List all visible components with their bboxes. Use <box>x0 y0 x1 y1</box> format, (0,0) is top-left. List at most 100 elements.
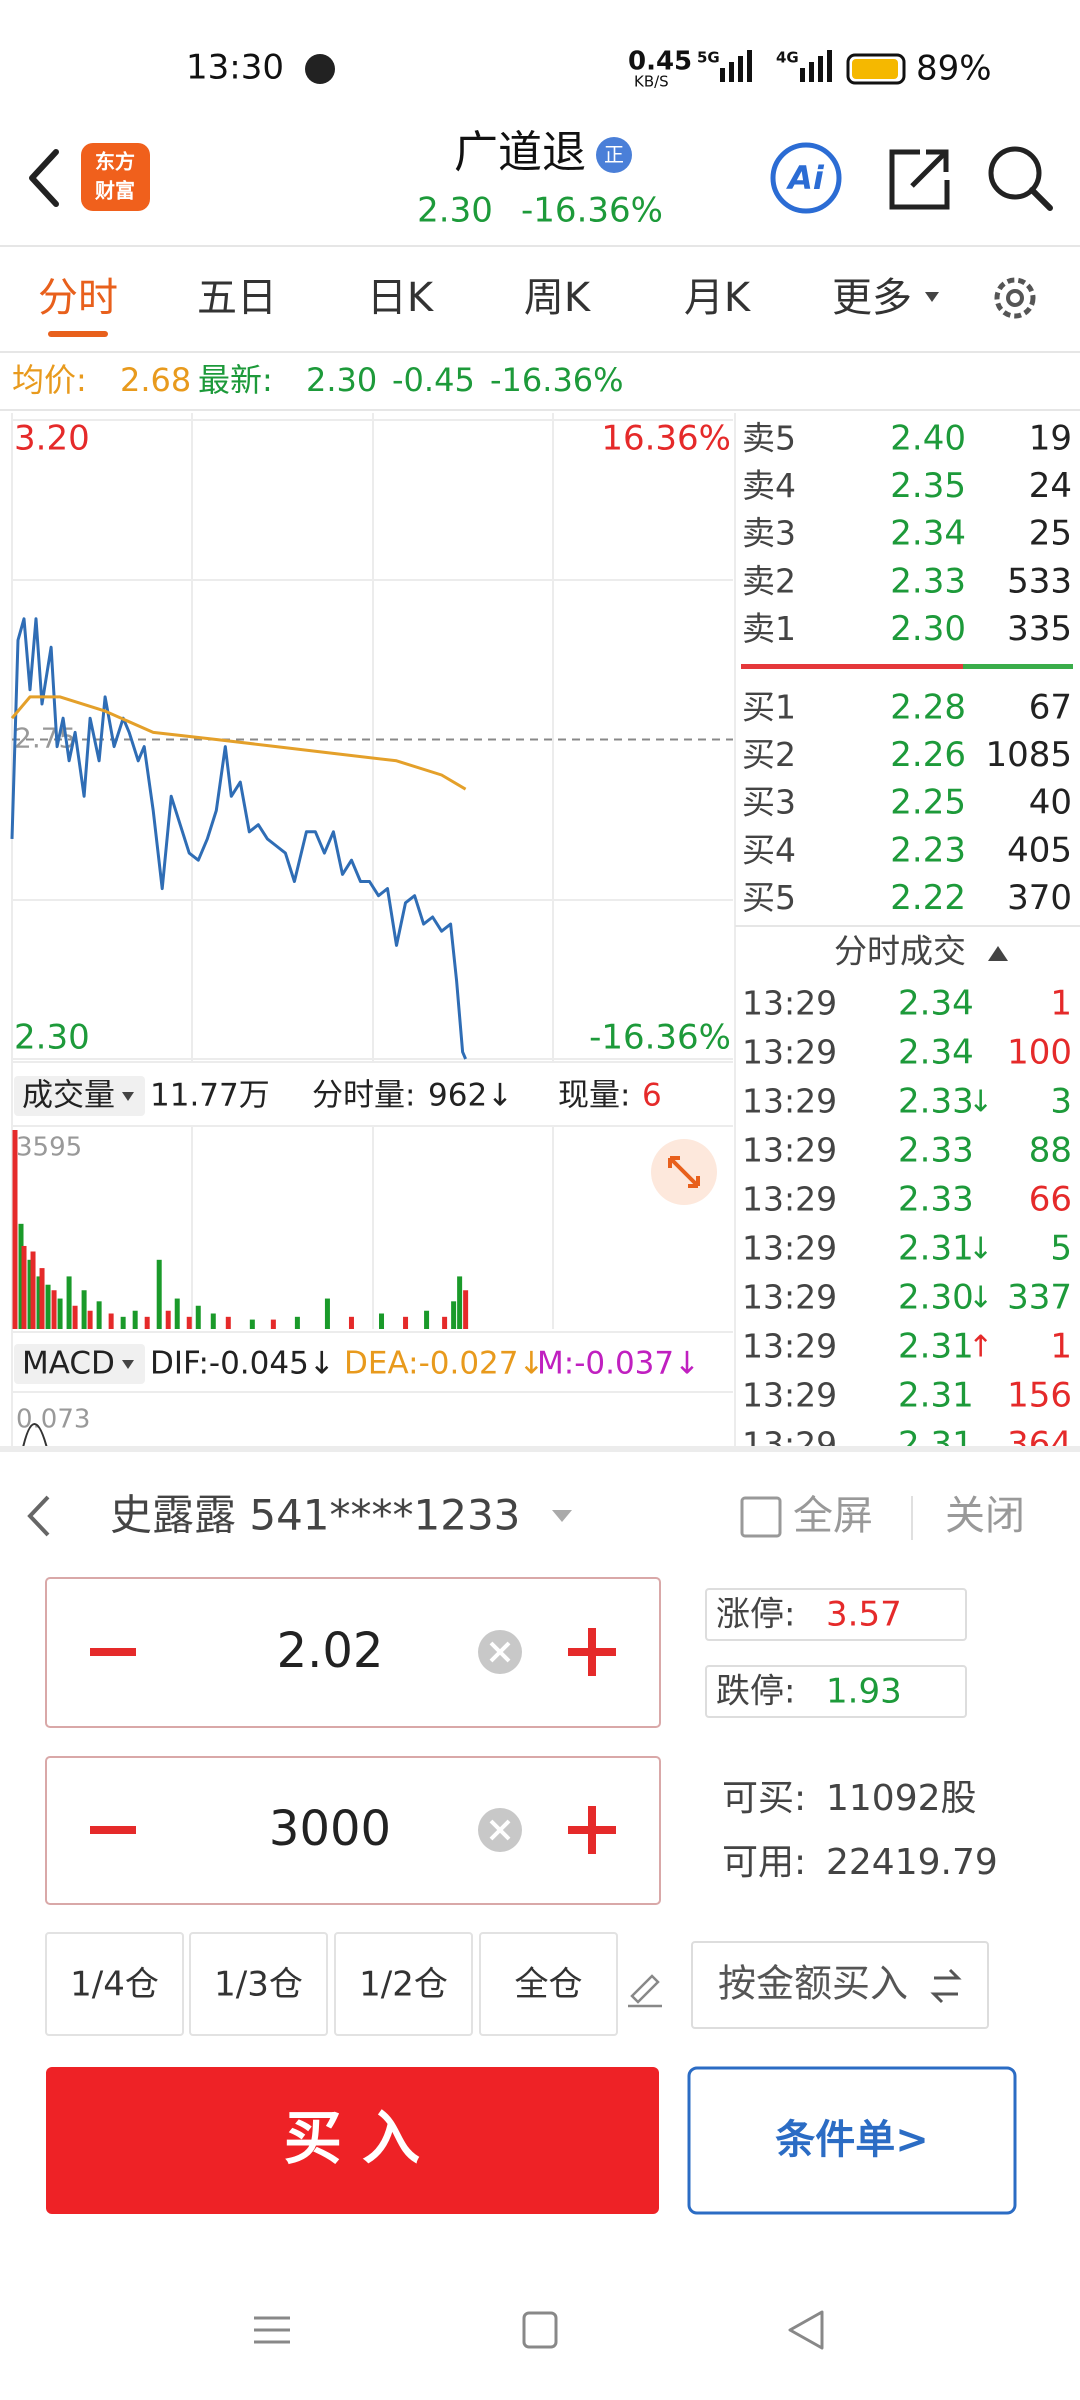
net-unit: KB/S <box>634 73 669 91</box>
book-label: 卖1 <box>742 609 796 648</box>
tab[interactable]: 周K <box>524 275 592 321</box>
volume-bar <box>132 1310 138 1329</box>
volume-selector[interactable] <box>14 1076 145 1116</box>
volume-bar <box>18 1223 24 1329</box>
clear-icon <box>489 1641 511 1663</box>
expand-icon <box>668 1156 700 1188</box>
tab[interactable]: 分时 <box>38 275 118 321</box>
volume-bar <box>66 1276 72 1329</box>
conditional-text: 条件单> <box>775 2117 929 2163</box>
tab[interactable]: 月K <box>684 275 752 321</box>
trade-volume: 1 <box>1050 984 1072 1024</box>
position-buttons: 1/4仓 1/3仓 1/2仓 全仓 <box>45 1932 618 2036</box>
trade-price: 2.33 <box>898 1180 974 1220</box>
trades-title: 分时成交 <box>834 932 966 971</box>
account[interactable]: 史露露 541****1233 <box>110 1491 520 1540</box>
volume-label: 成交量 <box>22 1078 115 1114</box>
header-change: -16.36% <box>521 191 663 231</box>
volume-bar <box>442 1316 448 1329</box>
current-volume: 6 <box>642 1078 662 1114</box>
tab[interactable]: 更多 <box>832 275 912 321</box>
trade-time: 13:29 <box>742 1278 837 1317</box>
book-label: 买1 <box>742 688 796 727</box>
book-label: 卖2 <box>742 561 796 600</box>
minute-volume-label: 分时量: <box>312 1078 415 1114</box>
volume-bar <box>451 1301 457 1329</box>
trade-arrow: ↓ <box>968 1232 993 1267</box>
current-volume-label: 现量: <box>558 1078 630 1114</box>
logo-line: 东方 <box>95 150 135 174</box>
trade-time: 13:29 <box>742 1327 837 1366</box>
volume-bar <box>39 1268 45 1329</box>
volume-bar <box>144 1316 150 1329</box>
panel-back[interactable] <box>27 1495 50 1537</box>
tab[interactable]: 五日 <box>197 275 277 321</box>
badge <box>596 137 632 173</box>
settings-button[interactable] <box>994 277 1036 319</box>
limit-down-box[interactable] <box>705 1665 967 1718</box>
price-input[interactable] <box>45 1577 661 1728</box>
volume-bar <box>30 1251 36 1329</box>
plus-button[interactable] <box>568 1806 616 1854</box>
trade-time: 13:29 <box>742 984 837 1023</box>
y2-tick-label: 16.36% <box>601 419 731 459</box>
book-volume: 335 <box>1007 609 1072 649</box>
position-button[interactable] <box>189 1932 328 2036</box>
minus-button[interactable] <box>90 1648 136 1656</box>
book-price: 2.34 <box>890 514 966 554</box>
minus-button[interactable] <box>90 1826 136 1834</box>
edit-icon[interactable] <box>628 1974 662 2008</box>
position-button[interactable] <box>45 1932 184 2036</box>
volume-bar <box>51 1290 57 1329</box>
book-volume: 67 <box>1029 688 1072 728</box>
signal-bars <box>720 50 832 82</box>
tab[interactable]: 日K <box>367 275 435 321</box>
net-speed: 0.45 <box>628 47 692 77</box>
y2-tick-label: -16.36% <box>589 1018 731 1058</box>
search-button[interactable] <box>988 146 1042 200</box>
close-button[interactable]: 关闭 <box>945 1493 1025 1539</box>
header-price: 2.30 <box>417 191 493 231</box>
macd-label: MACD <box>22 1346 115 1382</box>
book-volume: 24 <box>1029 466 1072 506</box>
nav-home[interactable] <box>522 2311 558 2349</box>
book-label: 买5 <box>742 878 796 917</box>
price-line <box>10 617 467 1060</box>
share-button[interactable] <box>889 149 950 210</box>
book-price: 2.23 <box>890 830 966 870</box>
nav-back[interactable] <box>788 2310 824 2350</box>
volume-bar <box>96 1301 102 1329</box>
position-button[interactable] <box>334 1932 473 2036</box>
quantity-input[interactable] <box>45 1756 661 1905</box>
position-button[interactable] <box>479 1932 618 2036</box>
ai-button[interactable] <box>770 142 842 214</box>
volume-bar <box>156 1259 162 1329</box>
volume-bar <box>57 1298 63 1329</box>
book-volume: 405 <box>1007 830 1072 870</box>
volume-bar <box>72 1305 78 1329</box>
book-volume: 19 <box>1029 419 1072 459</box>
book-volume: 533 <box>1007 561 1072 601</box>
book-label: 买2 <box>742 735 796 774</box>
plus-button[interactable] <box>568 1628 616 1676</box>
volume-bar <box>379 1313 385 1329</box>
macd-dea: DEA:-0.027↓ <box>344 1346 544 1382</box>
trade-volume: 66 <box>1029 1180 1072 1220</box>
limit-up-box[interactable] <box>705 1588 967 1641</box>
position-text: 1/4仓 <box>70 1965 159 2005</box>
can-buy: 11092股 <box>826 1778 977 1819</box>
volume-bar <box>270 1319 276 1329</box>
amount-mode-button[interactable] <box>691 1941 989 2029</box>
volume-bar <box>165 1310 171 1329</box>
macd-selector[interactable] <box>14 1344 145 1384</box>
conditional-button[interactable] <box>687 2066 1017 2215</box>
back-button[interactable] <box>29 149 59 207</box>
nav-menu[interactable] <box>254 2316 290 2344</box>
buy-button[interactable] <box>46 2067 659 2214</box>
book-label: 买4 <box>742 830 796 869</box>
quantity-value: 3000 <box>269 1801 391 1857</box>
order-book: 卖5 2.40 19 卖4 2.35 24 卖3 2.34 25 卖2 2.33 533 卖1 2.30 3… <box>742 419 1072 918</box>
fullscreen-button[interactable]: 全屏 <box>793 1493 873 1539</box>
book-label: 卖5 <box>742 419 796 458</box>
